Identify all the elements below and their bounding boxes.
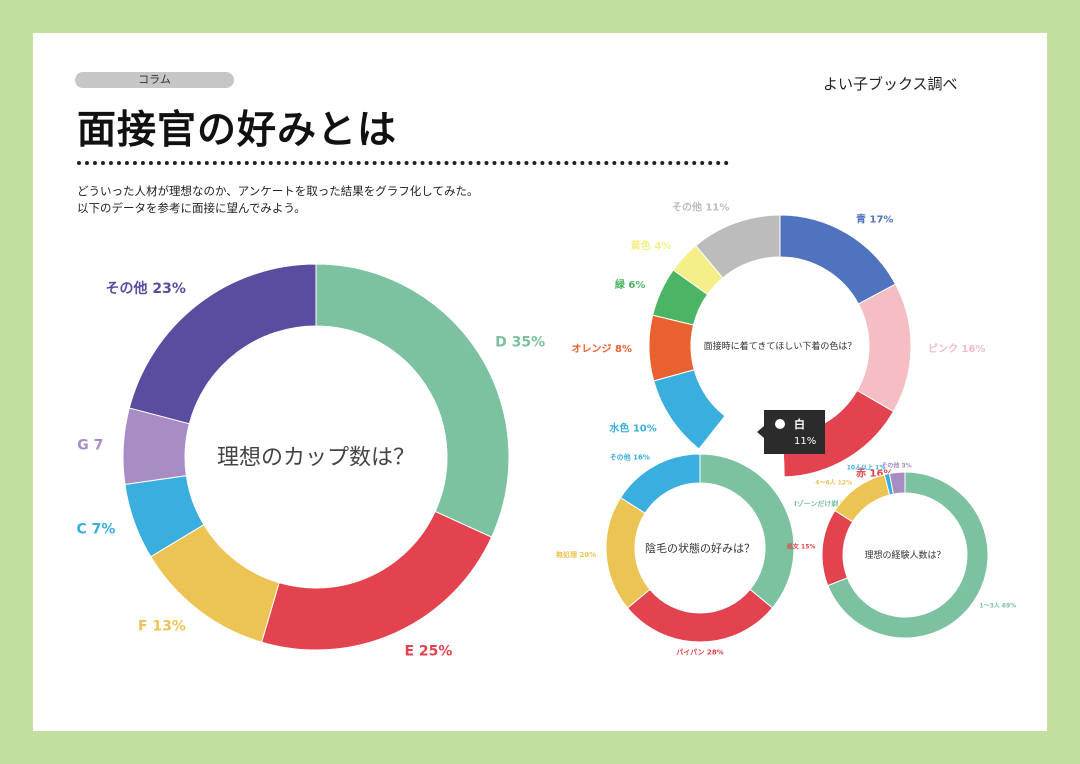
dotted-divider (77, 161, 729, 165)
cup-size-label-2: F 13% (138, 619, 186, 635)
cup-size-label-1: E 25% (404, 644, 452, 660)
cup-size-chart-title: 理想のカップ数は？ (217, 446, 415, 471)
column-tag: コラム (75, 72, 234, 88)
page-title: 面接官の好みとは (77, 108, 398, 153)
experience-count-slices (821, 471, 989, 639)
cup-size-label-0: D 35% (495, 335, 545, 351)
experience-count-slice-0 (827, 471, 989, 639)
underwear-color-label-8: その他 11% (672, 200, 729, 213)
pubic-hair-slice-0 (699, 453, 795, 609)
tooltip-value: 11% (794, 436, 816, 447)
experience-count-slice-4 (888, 471, 906, 495)
experience-count-labels: 1〜3人 69% 処女 15% 4〜6人 12% 10人以上 1%その他 3% (786, 461, 1016, 609)
description: どういった人材が理想なのか、アンケートを取った結果をグラフ化してみた。 以下のデ… (77, 183, 478, 217)
description-line-1: どういった人材が理想なのか、アンケートを取った結果をグラフ化してみた。 (77, 184, 479, 198)
underwear-color-label-7: 黄色 4% (631, 239, 671, 252)
underwear-color-label-1: ピンク 16% (928, 343, 985, 355)
underwear-color-slice-0 (779, 214, 897, 305)
experience-count-label-0: 1〜3人 69% (979, 602, 1016, 610)
pubic-hair-labels: Iゾーンだけ剃る 36% パイパン 28% 無処理 20% その他 16% (556, 452, 865, 656)
cup-size-labels: D 35% E 25% F 13% C 7% G 7 その他 23% (76, 280, 545, 659)
cup-size-label-4: G 7 (77, 438, 103, 454)
cup-size-label-5: その他 23% (106, 280, 186, 297)
underwear-color-label-6: 緑 6% (615, 278, 645, 291)
cup-size-slices (122, 263, 510, 651)
pubic-hair-label-0: Iゾーンだけ剃る 36% (794, 499, 864, 508)
experience-count-chart: 1〜3人 69% 処女 15% 4〜6人 12% 10人以上 1%その他 3% 理想の… (786, 461, 1016, 639)
experience-count-label-1: 処女 15% (786, 543, 815, 551)
underwear-color-label-4: 水色 10% (608, 421, 656, 434)
tooltip-dot (775, 419, 785, 429)
pubic-hair-label-3: その他 16% (610, 452, 650, 461)
experience-count-slice-1 (821, 509, 854, 587)
pubic-hair-chart: Iゾーンだけ剃る 36% パイパン 28% 無処理 20% その他 16% 陰毛の状態… (556, 452, 865, 656)
description-line-2: 以下のデータを参考に面接に望んでみよう。 (77, 201, 306, 215)
experience-count-label-2: 4〜6人 12% (815, 478, 852, 486)
cup-size-slice-5 (128, 263, 317, 425)
pubic-hair-slice-2 (605, 496, 651, 609)
pubic-hair-slices (605, 453, 795, 643)
underwear-color-slice-1 (856, 283, 912, 413)
pubic-hair-chart-title: 陰毛の状態の好みは？ (645, 541, 755, 555)
tooltip: 白 11% (757, 410, 825, 454)
experience-count-label-4: その他 3% (881, 461, 911, 469)
underwear-color-label-0: 青 17% (856, 213, 893, 226)
cup-size-chart: D 35% E 25% F 13% C 7% G 7 その他 23% 理想のカップ数は？ (76, 263, 545, 660)
experience-count-chart-title: 理想の経験人数は？ (864, 549, 945, 561)
cup-size-slice-0 (315, 263, 510, 538)
pubic-hair-slice-1 (626, 588, 774, 643)
underwear-color-chart-title: 面接時に着てきてほしい下着の色は？ (704, 340, 857, 352)
pubic-hair-label-1: パイパン 28% (676, 647, 723, 656)
underwear-color-slice-8 (695, 214, 781, 279)
pubic-hair-slice-3 (619, 453, 701, 514)
article-card: コラム よい子ブックス調べ 面接官の好みとは どういった人材が理想なのか、アンケ… (33, 33, 1047, 731)
underwear-color-slices (648, 214, 912, 478)
source-credit: よい子ブックス調べ (823, 75, 958, 93)
cup-size-slice-1 (261, 510, 493, 651)
tooltip-label: 白 (794, 417, 805, 431)
tooltip-box (757, 410, 825, 454)
pubic-hair-label-2: 無処理 20% (556, 550, 596, 559)
underwear-color-slice-5 (648, 314, 695, 382)
underwear-color-label-5: オレンジ 8% (572, 343, 632, 355)
cup-size-label-3: C 7% (76, 521, 115, 537)
experience-count-label-3: 10人以上 1% (847, 463, 886, 471)
underwear-color-chart: 青 17%ピンク 16%赤 16%水色 10%オレンジ 8%緑 6%黄色 4%そ… (572, 200, 986, 479)
